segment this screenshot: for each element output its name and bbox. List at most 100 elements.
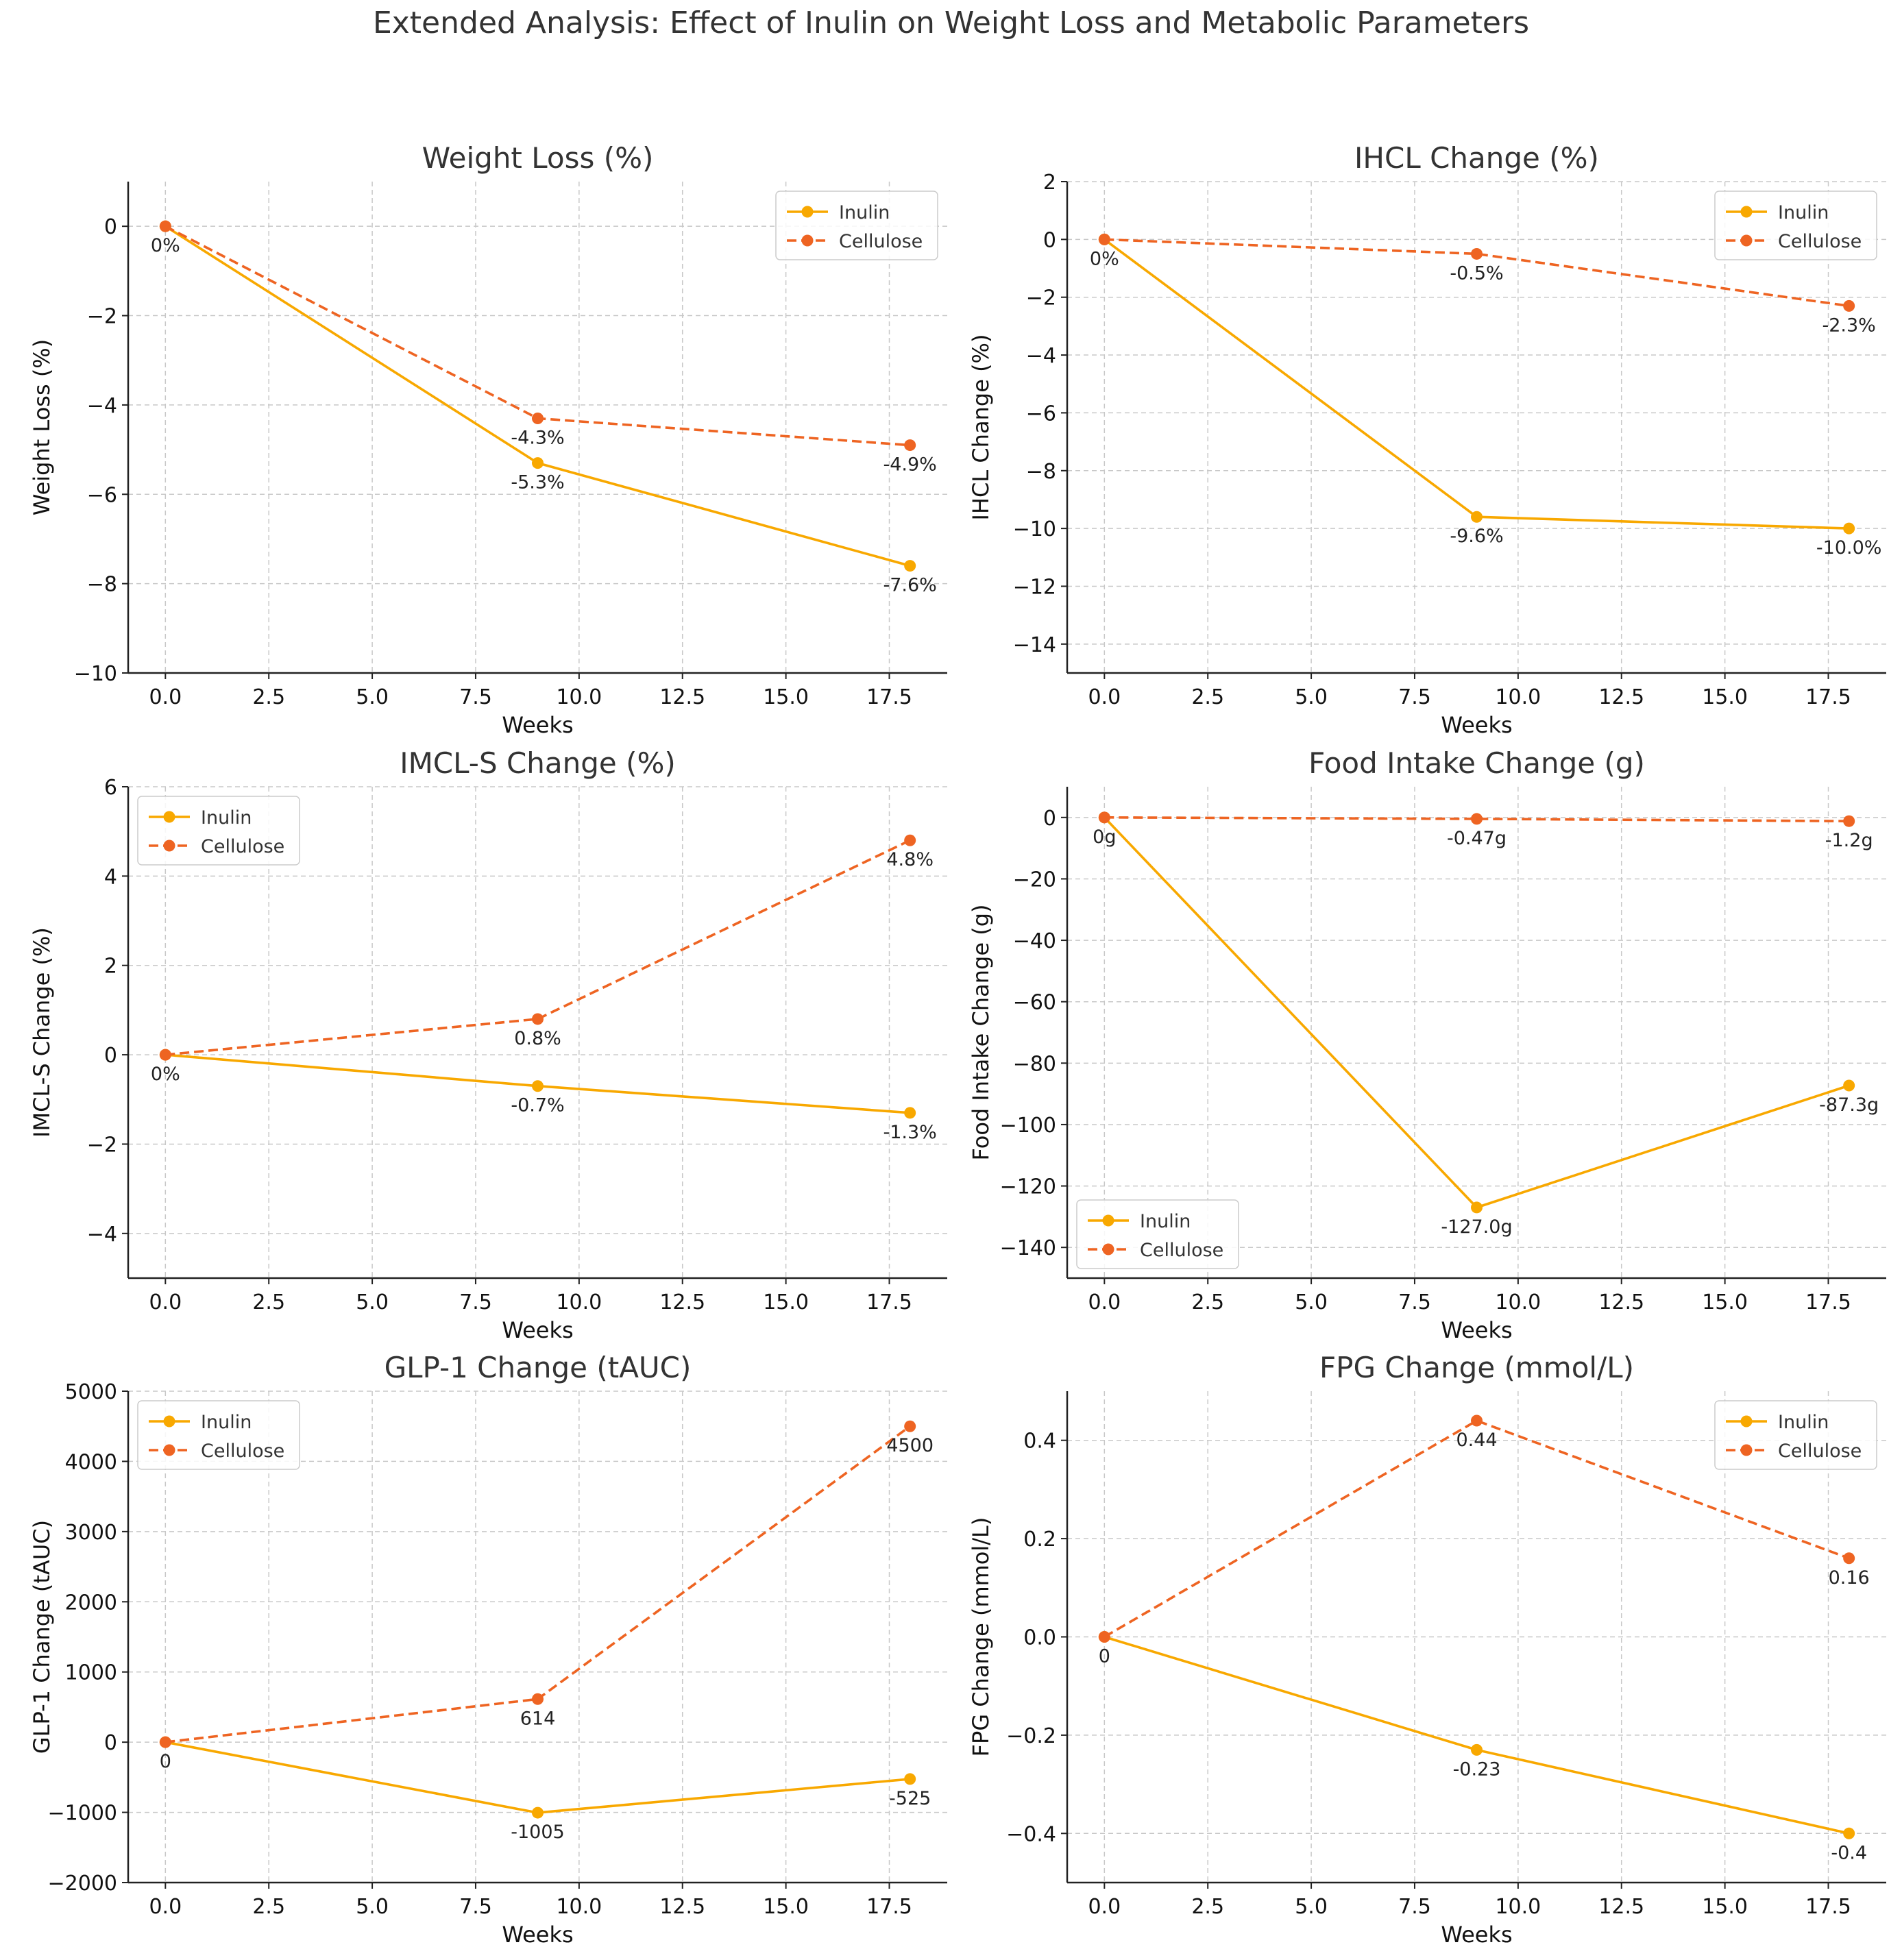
y-tick-label: 5000 xyxy=(65,1380,117,1404)
data-label: 0% xyxy=(151,235,180,256)
y-tick-label: 0 xyxy=(1043,228,1056,252)
legend-label-cellulose: Cellulose xyxy=(201,1441,284,1462)
legend-label-cellulose: Cellulose xyxy=(201,836,284,857)
y-tick-label: 2 xyxy=(104,955,117,979)
x-axis-label: Weeks xyxy=(502,712,573,738)
legend-label-inulin: Inulin xyxy=(839,202,890,223)
data-point-cellulose xyxy=(1843,815,1855,827)
data-point-cellulose xyxy=(904,834,916,846)
data-label: -2.3% xyxy=(1822,315,1876,336)
legend-label-cellulose: Cellulose xyxy=(1140,1240,1223,1261)
y-tick-label: 0 xyxy=(104,215,117,239)
data-label: 0% xyxy=(1090,248,1119,269)
x-tick-label: 0.0 xyxy=(1088,685,1121,709)
data-point-inulin xyxy=(1471,1743,1483,1756)
data-point-cellulose xyxy=(1098,233,1110,245)
series-line-inulin xyxy=(1103,816,1850,1209)
data-point-inulin xyxy=(1843,522,1855,535)
data-point-cellulose xyxy=(1471,247,1483,260)
x-tick-label: 10.0 xyxy=(556,1895,602,1919)
data-label: 0.8% xyxy=(514,1028,561,1049)
legend-swatch-marker xyxy=(1102,1214,1114,1227)
y-tick-label: −2 xyxy=(1026,286,1056,310)
y-tick-label: 0 xyxy=(104,1731,117,1755)
chart-panel-3: 0.0 2.5 5.0 7.5 10.0 12.5 15.0 17.5 6 4 2 0 −2 −4 IMCL… xyxy=(29,746,947,1343)
legend-swatch-marker xyxy=(163,811,175,823)
data-label: -525 xyxy=(889,1788,931,1809)
x-tick-label: 17.5 xyxy=(866,685,912,709)
y-tick-label: −40 xyxy=(1013,929,1056,953)
x-tick-label: 12.5 xyxy=(1598,1290,1644,1314)
x-tick-label: 10.0 xyxy=(556,685,602,709)
data-point-inulin xyxy=(904,1107,916,1119)
legend-swatch-marker xyxy=(1102,1243,1114,1255)
y-axis-label: IHCL Change (%) xyxy=(968,334,994,521)
legend-swatch-marker xyxy=(1740,1415,1753,1428)
data-label: -1.2g xyxy=(1825,830,1873,851)
y-tick-label: −120 xyxy=(1000,1175,1056,1199)
legend-label-inulin: Inulin xyxy=(201,1412,252,1433)
data-point-cellulose xyxy=(1843,1552,1855,1565)
series-line-cellulose xyxy=(165,839,911,1056)
legend-swatch-marker xyxy=(801,206,814,218)
chart-panel-4: 0.0 2.5 5.0 7.5 10.0 12.5 15.0 17.5 0 −20 −40 −60 −8… xyxy=(968,746,1886,1343)
y-tick-label: 0.2 xyxy=(1023,1528,1056,1552)
legend-label-cellulose: Cellulose xyxy=(1778,1441,1862,1462)
data-label: -7.6% xyxy=(883,575,937,596)
y-tick-label: −6 xyxy=(1026,402,1056,426)
data-label: -9.6% xyxy=(1450,526,1503,547)
series-line-inulin xyxy=(164,225,911,567)
legend-label-cellulose: Cellulose xyxy=(839,231,923,252)
y-tick-label: 0.4 xyxy=(1023,1430,1056,1454)
data-label: 4.8% xyxy=(886,849,934,870)
x-tick-label: 5.0 xyxy=(1295,685,1328,709)
x-tick-label: 5.0 xyxy=(356,1895,389,1919)
data-label: 0.16 xyxy=(1829,1567,1870,1589)
x-tick-label: 17.5 xyxy=(1805,1895,1851,1919)
x-tick-label: 10.0 xyxy=(1495,1895,1541,1919)
legend: Inulin Cellulose xyxy=(137,1400,300,1470)
x-tick-label: 10.0 xyxy=(1495,1290,1541,1314)
y-tick-label: −12 xyxy=(1013,575,1056,599)
y-axis-label: FPG Change (mmol/L) xyxy=(968,1517,994,1757)
data-label: -1005 xyxy=(511,1822,564,1843)
y-tick-label: −14 xyxy=(1013,633,1056,657)
y-axis-label: Weight Loss (%) xyxy=(29,339,55,515)
y-tick-label: 2000 xyxy=(65,1591,117,1615)
x-tick-label: 7.5 xyxy=(1398,685,1431,709)
y-tick-label: −8 xyxy=(87,573,117,597)
legend-swatch-marker xyxy=(1740,234,1753,247)
chart-panel-5: 0.0 2.5 5.0 7.5 10.0 12.5 15.0 17.5 5000 4000 3000… xyxy=(29,1351,947,1948)
data-point-inulin xyxy=(1843,1827,1855,1839)
data-label: 0.44 xyxy=(1456,1430,1497,1451)
data-label: 614 xyxy=(520,1708,556,1729)
data-point-inulin xyxy=(532,1080,544,1092)
x-tick-label: 2.5 xyxy=(1191,1290,1224,1314)
x-tick-label: 7.5 xyxy=(459,1895,492,1919)
y-tick-label: −2000 xyxy=(48,1872,117,1896)
data-point-cellulose xyxy=(159,220,171,232)
y-tick-label: 0 xyxy=(104,1044,117,1068)
x-tick-label: 0.0 xyxy=(149,1290,182,1314)
x-tick-label: 15.0 xyxy=(1702,1895,1748,1919)
x-axis-label: Weeks xyxy=(1441,712,1512,738)
y-tick-label: 0.0 xyxy=(1023,1626,1056,1650)
x-tick-label: 0.0 xyxy=(1088,1895,1121,1919)
x-tick-label: 17.5 xyxy=(1805,1290,1851,1314)
y-tick-label: 2 xyxy=(1043,171,1056,195)
x-tick-label: 5.0 xyxy=(1295,1290,1328,1314)
x-tick-label: 0.0 xyxy=(1088,1290,1121,1314)
figure-title: Extended Analysis: Effect of Inulin on W… xyxy=(372,5,1530,40)
chart-title: FPG Change (mmol/L) xyxy=(1319,1351,1634,1384)
x-tick-label: 17.5 xyxy=(866,1290,912,1314)
data-point-inulin xyxy=(532,1806,544,1819)
x-tick-label: 2.5 xyxy=(1191,685,1224,709)
y-tick-label: −6 xyxy=(87,483,117,507)
legend: Inulin Cellulose xyxy=(137,796,300,866)
y-tick-label: −2 xyxy=(87,305,117,329)
data-label: -87.3g xyxy=(1819,1094,1879,1116)
data-label: -10.0% xyxy=(1816,537,1882,559)
series-line-inulin xyxy=(164,1741,910,1814)
